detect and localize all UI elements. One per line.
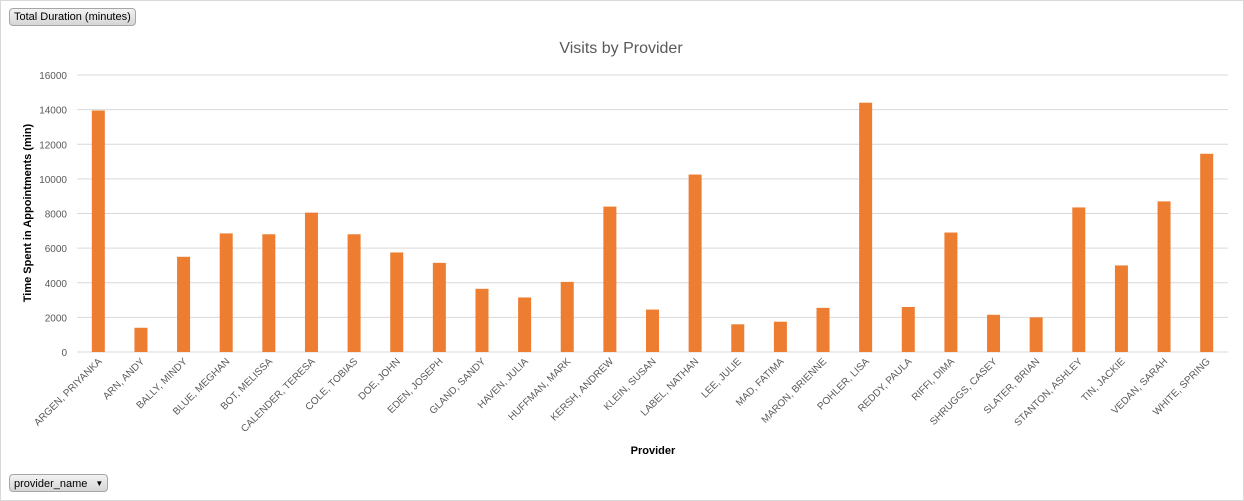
bar[interactable] — [1114, 265, 1128, 352]
value-field-button[interactable]: Total Duration (minutes) — [9, 8, 136, 26]
bar[interactable] — [432, 262, 446, 352]
bar[interactable] — [816, 307, 830, 352]
bar[interactable] — [219, 233, 233, 352]
bar[interactable] — [177, 256, 191, 352]
y-tick-label: 4000 — [45, 279, 68, 290]
bars — [91, 102, 1214, 352]
bar[interactable] — [390, 252, 404, 352]
bar[interactable] — [646, 309, 659, 352]
y-tick-label: 6000 — [45, 244, 68, 255]
bar[interactable] — [901, 306, 915, 352]
bar[interactable] — [688, 174, 702, 352]
bar[interactable] — [1200, 153, 1214, 352]
bar[interactable] — [859, 102, 873, 352]
bar[interactable] — [731, 324, 745, 352]
y-tick-label: 2000 — [45, 313, 68, 324]
y-tick-label: 16000 — [39, 71, 67, 82]
bar[interactable] — [304, 212, 318, 352]
chevron-down-icon[interactable]: ▼ — [95, 479, 104, 488]
bar[interactable] — [773, 321, 787, 352]
x-tick-label: ARGEN, PRIYANKA — [32, 356, 104, 428]
bar[interactable] — [1157, 201, 1171, 352]
bar[interactable] — [1029, 317, 1043, 352]
bar[interactable] — [987, 314, 1001, 352]
bar[interactable] — [262, 234, 276, 352]
x-tick-label: LEE, JULIE — [700, 356, 745, 401]
x-tick-label: RIFFI, DIMA — [910, 356, 957, 403]
y-tick-label: 0 — [61, 348, 67, 359]
y-tick-label: 10000 — [39, 175, 67, 186]
y-tick-label: 12000 — [39, 140, 67, 151]
bar[interactable] — [1072, 207, 1086, 352]
bar[interactable] — [475, 288, 489, 352]
chart-title: Visits by Provider — [559, 40, 683, 57]
y-axis-title: Time Spent in Appointments (min) — [22, 123, 34, 302]
axis-field-button[interactable]: provider_name ▼ — [9, 474, 109, 492]
bar[interactable] — [603, 206, 617, 352]
x-tick-label: ARN, ANDY — [101, 356, 147, 402]
bar[interactable] — [518, 297, 532, 352]
bar[interactable] — [91, 110, 105, 352]
axis-field-label: provider_name — [14, 478, 88, 490]
x-tick-label: CALENDER, TERESA — [239, 356, 318, 435]
y-axis-ticks: 0 2000 4000 6000 8000 10000 12000 14000 16000 — [39, 71, 67, 359]
y-tick-label: 14000 — [39, 106, 67, 117]
bar[interactable] — [944, 232, 958, 352]
y-tick-label: 8000 — [45, 210, 68, 221]
x-axis-title: Provider — [631, 445, 676, 457]
bar[interactable] — [560, 281, 574, 352]
bar[interactable] — [347, 234, 361, 352]
x-tick-label: DOE, JOHN — [357, 356, 403, 402]
bar[interactable] — [134, 327, 148, 352]
